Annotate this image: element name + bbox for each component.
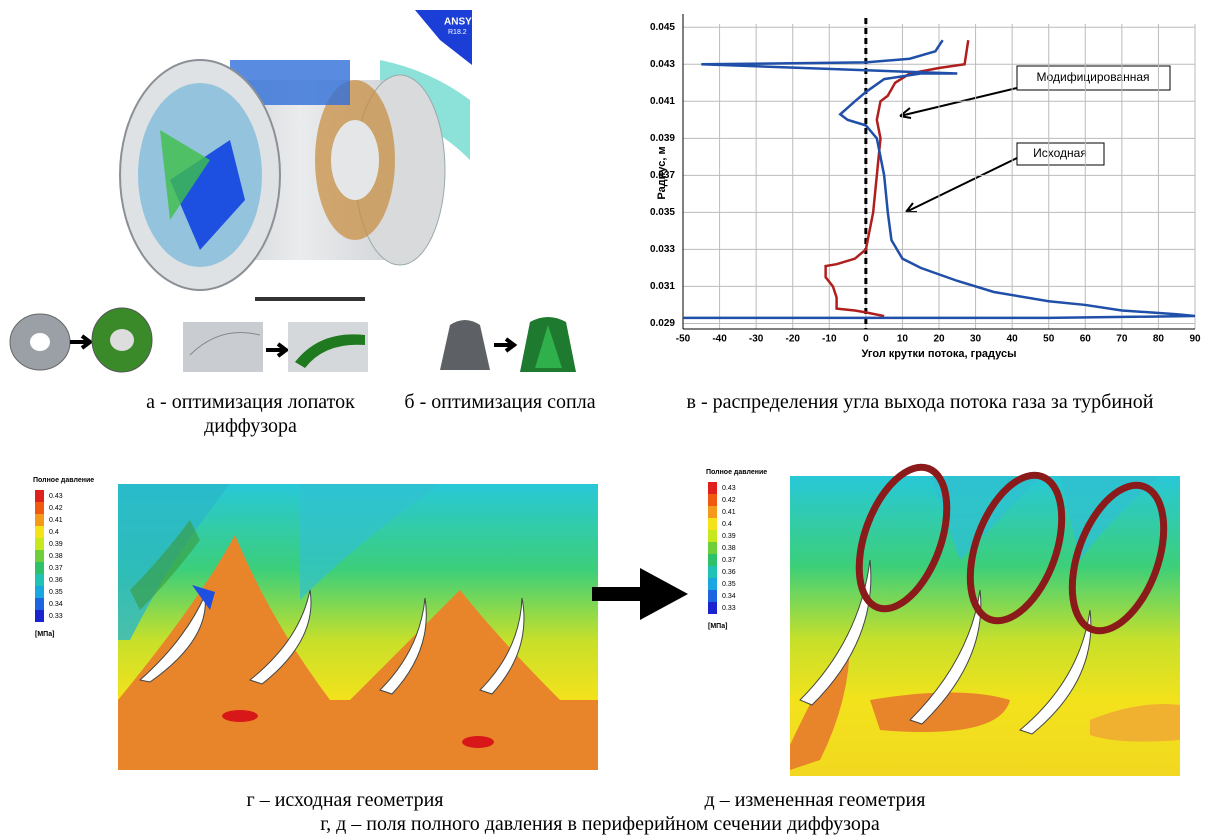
legend-swatch	[708, 506, 717, 518]
legend-tick-label: 0.39	[722, 533, 736, 540]
legend-swatch	[708, 590, 717, 602]
contour-original	[118, 484, 598, 770]
callout-arrow	[906, 158, 1017, 212]
legend-swatch	[708, 602, 717, 614]
x-tick-label: -20	[785, 334, 800, 345]
legend-tick-label: 0.36	[49, 577, 63, 584]
legend-title: Полное давление	[33, 477, 94, 484]
contour-modified	[790, 455, 1182, 776]
x-tick-label: 70	[1116, 334, 1128, 345]
legend-swatch	[35, 586, 44, 598]
legend-swatch	[708, 530, 717, 542]
x-tick-label: -10	[822, 334, 837, 345]
caption: б - оптимизация сопла	[385, 390, 615, 414]
legend-unit: [МПа]	[708, 623, 727, 630]
legend-tick-label: 0.34	[722, 593, 736, 600]
legend-swatch	[708, 518, 717, 530]
legend-swatch	[35, 598, 44, 610]
legend-tick-label: 0.35	[722, 581, 736, 588]
legend-unit: [МПа]	[35, 631, 54, 638]
pressure-legend: Полное давление 0.43 0.42 0.41 0.4 0.39 0.38 0.…	[706, 469, 767, 630]
x-tick-label: 50	[1043, 334, 1055, 345]
legend-tick-label: 0.42	[722, 497, 736, 504]
legend-swatch	[708, 566, 717, 578]
legend-tick-label: 0.4	[49, 529, 59, 536]
legend-tick-label: 0.33	[49, 613, 63, 620]
caption: г, д – поля полного давления в периферий…	[200, 812, 1000, 836]
caption: г – исходная геометрия	[215, 788, 475, 812]
legend-tick-label: 0.34	[49, 601, 63, 608]
y-tick-label: 0.029	[650, 318, 675, 329]
legend-tick-label: 0.36	[722, 569, 736, 576]
legend-tick-label: 0.4	[722, 521, 732, 528]
y-tick-label: 0.037	[650, 170, 675, 181]
legend-tick-label: 0.37	[722, 557, 736, 564]
legend-tick-label: 0.41	[722, 509, 736, 516]
x-tick-label: 0	[863, 334, 869, 345]
x-tick-label: 90	[1189, 334, 1201, 345]
legend-tick-label: 0.35	[49, 589, 63, 596]
legend-swatch	[708, 482, 717, 494]
y-tick-label: 0.033	[650, 244, 675, 255]
legend-tick-label: 0.43	[49, 493, 63, 500]
callout-arrow	[900, 88, 1017, 118]
legend-tick-label: 0.39	[49, 541, 63, 548]
x-tick-label: 60	[1080, 334, 1092, 345]
legend-swatch	[35, 526, 44, 538]
x-tick-label: 10	[897, 334, 909, 345]
series-line	[826, 40, 969, 316]
thumbnails	[10, 308, 576, 372]
x-tick-label: -30	[749, 334, 764, 345]
legend-swatch	[35, 574, 44, 586]
legend-swatch	[35, 514, 44, 526]
x-tick-label: 80	[1153, 334, 1165, 345]
page: { "render": {"brand": "ANSYS", "version"…	[0, 0, 1210, 839]
arrow-head	[640, 568, 688, 620]
y-tick-label: 0.043	[650, 59, 675, 70]
render-illustration: ANSYS R18.2	[120, 10, 479, 301]
legend-swatch	[708, 494, 717, 506]
x-tick-label: 20	[933, 334, 945, 345]
legend-tick-label: 0.37	[49, 565, 63, 572]
legend-tick-label: 0.38	[49, 553, 63, 560]
legend-tick-label: 0.33	[722, 605, 736, 612]
x-tick-label: -50	[676, 334, 691, 345]
x-tick-label: 30	[970, 334, 982, 345]
x-axis-label: Угол крутки потока, градусы	[861, 348, 1016, 360]
caption: а - оптимизация лопаток диффузора	[128, 390, 373, 438]
legend-swatch	[35, 562, 44, 574]
caption: в - распределения угла выхода потока газ…	[630, 390, 1210, 414]
render-brand: ANSYS	[444, 17, 479, 28]
legend-swatch	[35, 550, 44, 562]
y-tick-label: 0.035	[650, 207, 675, 218]
legend-tick-label: 0.43	[722, 485, 736, 492]
legend-swatch	[708, 542, 717, 554]
legend-title: Полное давление	[706, 469, 767, 476]
legend-swatch	[708, 554, 717, 566]
x-tick-label: -40	[712, 334, 727, 345]
y-tick-label: 0.031	[650, 281, 675, 292]
callout-label: Исходная	[1033, 146, 1087, 160]
y-tick-label: 0.041	[650, 96, 675, 107]
legend-swatch	[35, 610, 44, 622]
x-tick-label: 40	[1007, 334, 1019, 345]
legend-tick-label: 0.38	[722, 545, 736, 552]
legend-swatch	[35, 490, 44, 502]
legend-swatch	[35, 538, 44, 550]
pressure-legend: Полное давление 0.43 0.42 0.41 0.4 0.39 0.38 0.…	[33, 477, 94, 638]
render-version: R18.2	[448, 29, 467, 36]
caption: д – измененная геометрия	[650, 788, 980, 812]
legend-tick-label: 0.42	[49, 505, 63, 512]
callout-label: Модифицированная	[1036, 70, 1149, 84]
legend-swatch	[35, 502, 44, 514]
y-tick-label: 0.039	[650, 133, 675, 144]
line-chart: Радиус, м Угол крутки потока, градусы Мо…	[650, 14, 1201, 360]
legend-swatch	[708, 578, 717, 590]
y-tick-label: 0.045	[650, 22, 675, 33]
legend-tick-label: 0.41	[49, 517, 63, 524]
